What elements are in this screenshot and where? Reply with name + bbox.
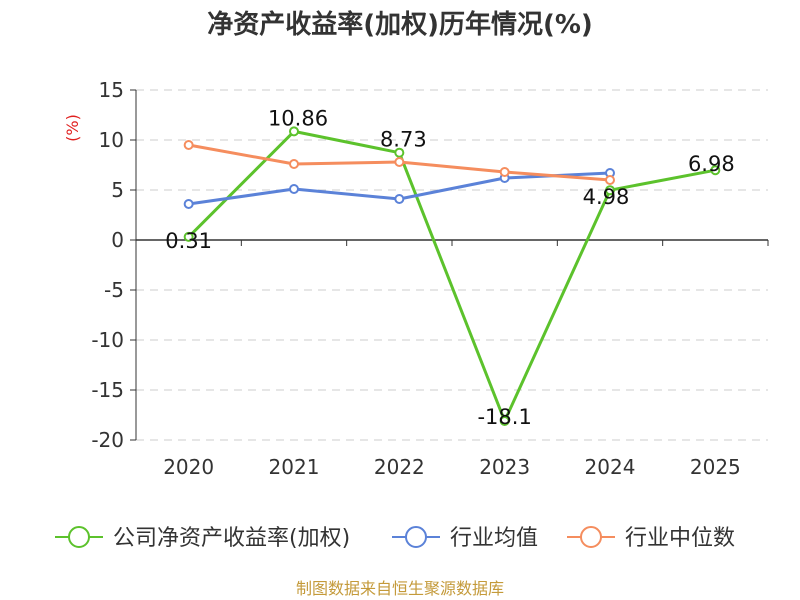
data-point bbox=[183, 199, 194, 209]
x-tick-label: 2022 bbox=[374, 455, 425, 479]
x-tick-label: 2025 bbox=[690, 455, 741, 479]
data-point bbox=[499, 167, 510, 177]
y-tick-label: 10 bbox=[99, 128, 124, 152]
data-point bbox=[394, 147, 405, 158]
data-point bbox=[605, 175, 615, 185]
data-point bbox=[183, 231, 194, 242]
legend-label: 公司净资产收益率(加权) bbox=[113, 526, 350, 551]
x-tick-label: 2021 bbox=[269, 455, 320, 479]
data-label: 4.98 bbox=[583, 185, 630, 209]
data-label: -18.1 bbox=[477, 405, 531, 429]
legend-marker-icon bbox=[405, 526, 427, 548]
y-tick-label: 5 bbox=[111, 178, 124, 202]
y-tick-label: -5 bbox=[104, 278, 124, 302]
legend[interactable]: 公司净资产收益率(加权) 行业均值 行业中位数 bbox=[55, 526, 735, 551]
y-tick-label: -20 bbox=[91, 428, 124, 452]
data-point bbox=[394, 194, 405, 204]
data-point bbox=[710, 165, 721, 176]
source-note: 制图数据来自恒生聚源数据库 bbox=[296, 579, 504, 598]
series-line-0 bbox=[187, 129, 716, 423]
data-point bbox=[183, 140, 194, 150]
data-labels: 0.31 10.86 8.73 -18.1 4.98 6.98 bbox=[165, 106, 734, 429]
data-label: 8.73 bbox=[380, 128, 427, 152]
y-axis-unit: (%) bbox=[63, 114, 82, 142]
y-tick-label: 0 bbox=[111, 228, 124, 252]
data-label: 6.98 bbox=[688, 152, 735, 176]
x-tick-label: 2024 bbox=[585, 455, 636, 479]
y-tick-labels: 15 10 5 0 -5 -10 -15 -20 bbox=[91, 78, 124, 452]
y-tick-label: -15 bbox=[91, 378, 124, 402]
data-label: 10.86 bbox=[268, 106, 328, 130]
data-point bbox=[394, 157, 405, 167]
axes bbox=[135, 90, 769, 440]
x-tick-label: 2020 bbox=[163, 455, 214, 479]
legend-item-1[interactable]: 行业均值 bbox=[392, 526, 538, 551]
legend-label: 行业中位数 bbox=[625, 526, 735, 551]
y-tick-label: 15 bbox=[99, 78, 124, 102]
legend-item-2[interactable]: 行业中位数 bbox=[567, 526, 735, 551]
data-point bbox=[289, 184, 299, 194]
series-layer bbox=[183, 126, 721, 426]
data-label: 0.31 bbox=[165, 229, 212, 253]
y-tick-label: -10 bbox=[91, 328, 124, 352]
legend-label: 行业均值 bbox=[450, 526, 538, 551]
chart-title: 净资产收益率(加权)历年情况(%) bbox=[207, 9, 593, 40]
data-point bbox=[289, 159, 299, 169]
legend-marker-icon bbox=[580, 526, 602, 548]
x-tick-label: 2023 bbox=[479, 455, 530, 479]
legend-item-0[interactable]: 公司净资产收益率(加权) bbox=[55, 526, 350, 551]
grid-lines bbox=[130, 89, 768, 441]
data-point bbox=[605, 185, 615, 196]
x-tick-labels: 2020 2021 2022 2023 2024 2025 bbox=[163, 455, 741, 479]
data-point bbox=[499, 416, 510, 426]
data-point bbox=[289, 126, 299, 137]
legend-marker-icon bbox=[68, 526, 90, 548]
